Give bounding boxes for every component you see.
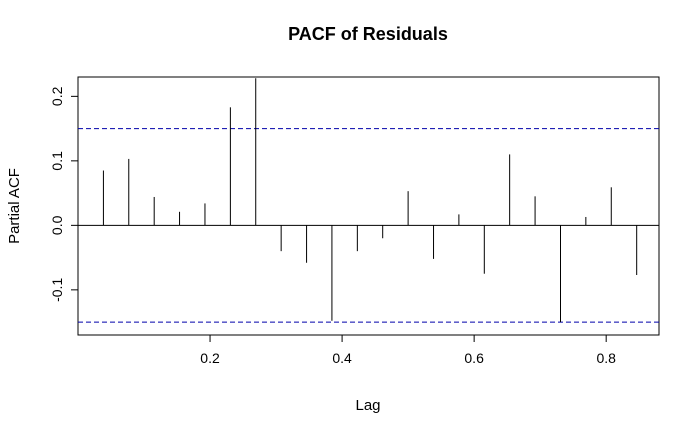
x-axis-label: Lag <box>355 397 380 414</box>
pacf-bars <box>102 78 638 323</box>
y-tick-label: 0.1 <box>49 151 65 171</box>
x-tick-label: 0.4 <box>332 350 352 366</box>
y-axis-label: Partial ACF <box>6 168 23 244</box>
y-tick-label: -0.1 <box>49 278 65 302</box>
x-tick-label: 0.2 <box>200 350 220 366</box>
x-axis: 0.2 0.4 0.6 0.8 <box>200 335 616 366</box>
y-axis: -0.1 0.0 0.1 0.2 <box>49 86 78 302</box>
chart-title: PACF of Residuals <box>288 24 448 44</box>
y-tick-label: 0.2 <box>49 86 65 106</box>
x-tick-label: 0.8 <box>596 350 616 366</box>
x-tick-label: 0.6 <box>464 350 484 366</box>
y-tick-label: 0.0 <box>49 215 65 235</box>
plot-frame <box>77 76 660 336</box>
